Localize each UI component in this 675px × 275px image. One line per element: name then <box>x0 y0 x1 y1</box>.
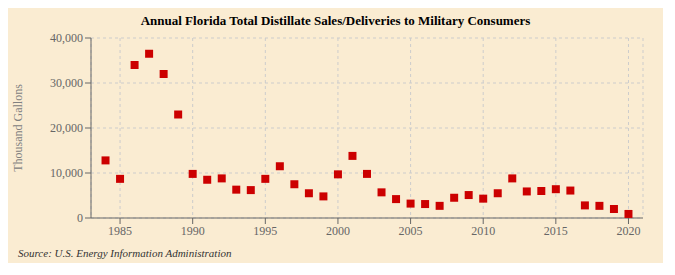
svg-text:30,000: 30,000 <box>50 76 83 90</box>
svg-text:2020: 2020 <box>616 224 640 238</box>
svg-text:0: 0 <box>77 211 83 225</box>
svg-text:2015: 2015 <box>544 224 568 238</box>
html-text:Source: U.S. Energy Informatio: Source: U.S. Energy Information Administ… <box>18 247 232 259</box>
svg-text:10,000: 10,000 <box>50 166 83 180</box>
svg-text:40,000: 40,000 <box>50 31 83 45</box>
svg-text:20,000: 20,000 <box>50 121 83 135</box>
svg-text:1995: 1995 <box>253 224 277 238</box>
svg-text:2000: 2000 <box>326 224 350 238</box>
svg-text:2005: 2005 <box>399 224 423 238</box>
html-text:Annual Florida Total Distillat: Annual Florida Total Distillate Sales/De… <box>140 13 531 28</box>
svg-text:2010: 2010 <box>471 224 495 238</box>
svg-text:Thousand Gallons: Thousand Gallons <box>11 84 25 172</box>
svg-text:1985: 1985 <box>108 224 132 238</box>
svg-text:1990: 1990 <box>181 224 205 238</box>
